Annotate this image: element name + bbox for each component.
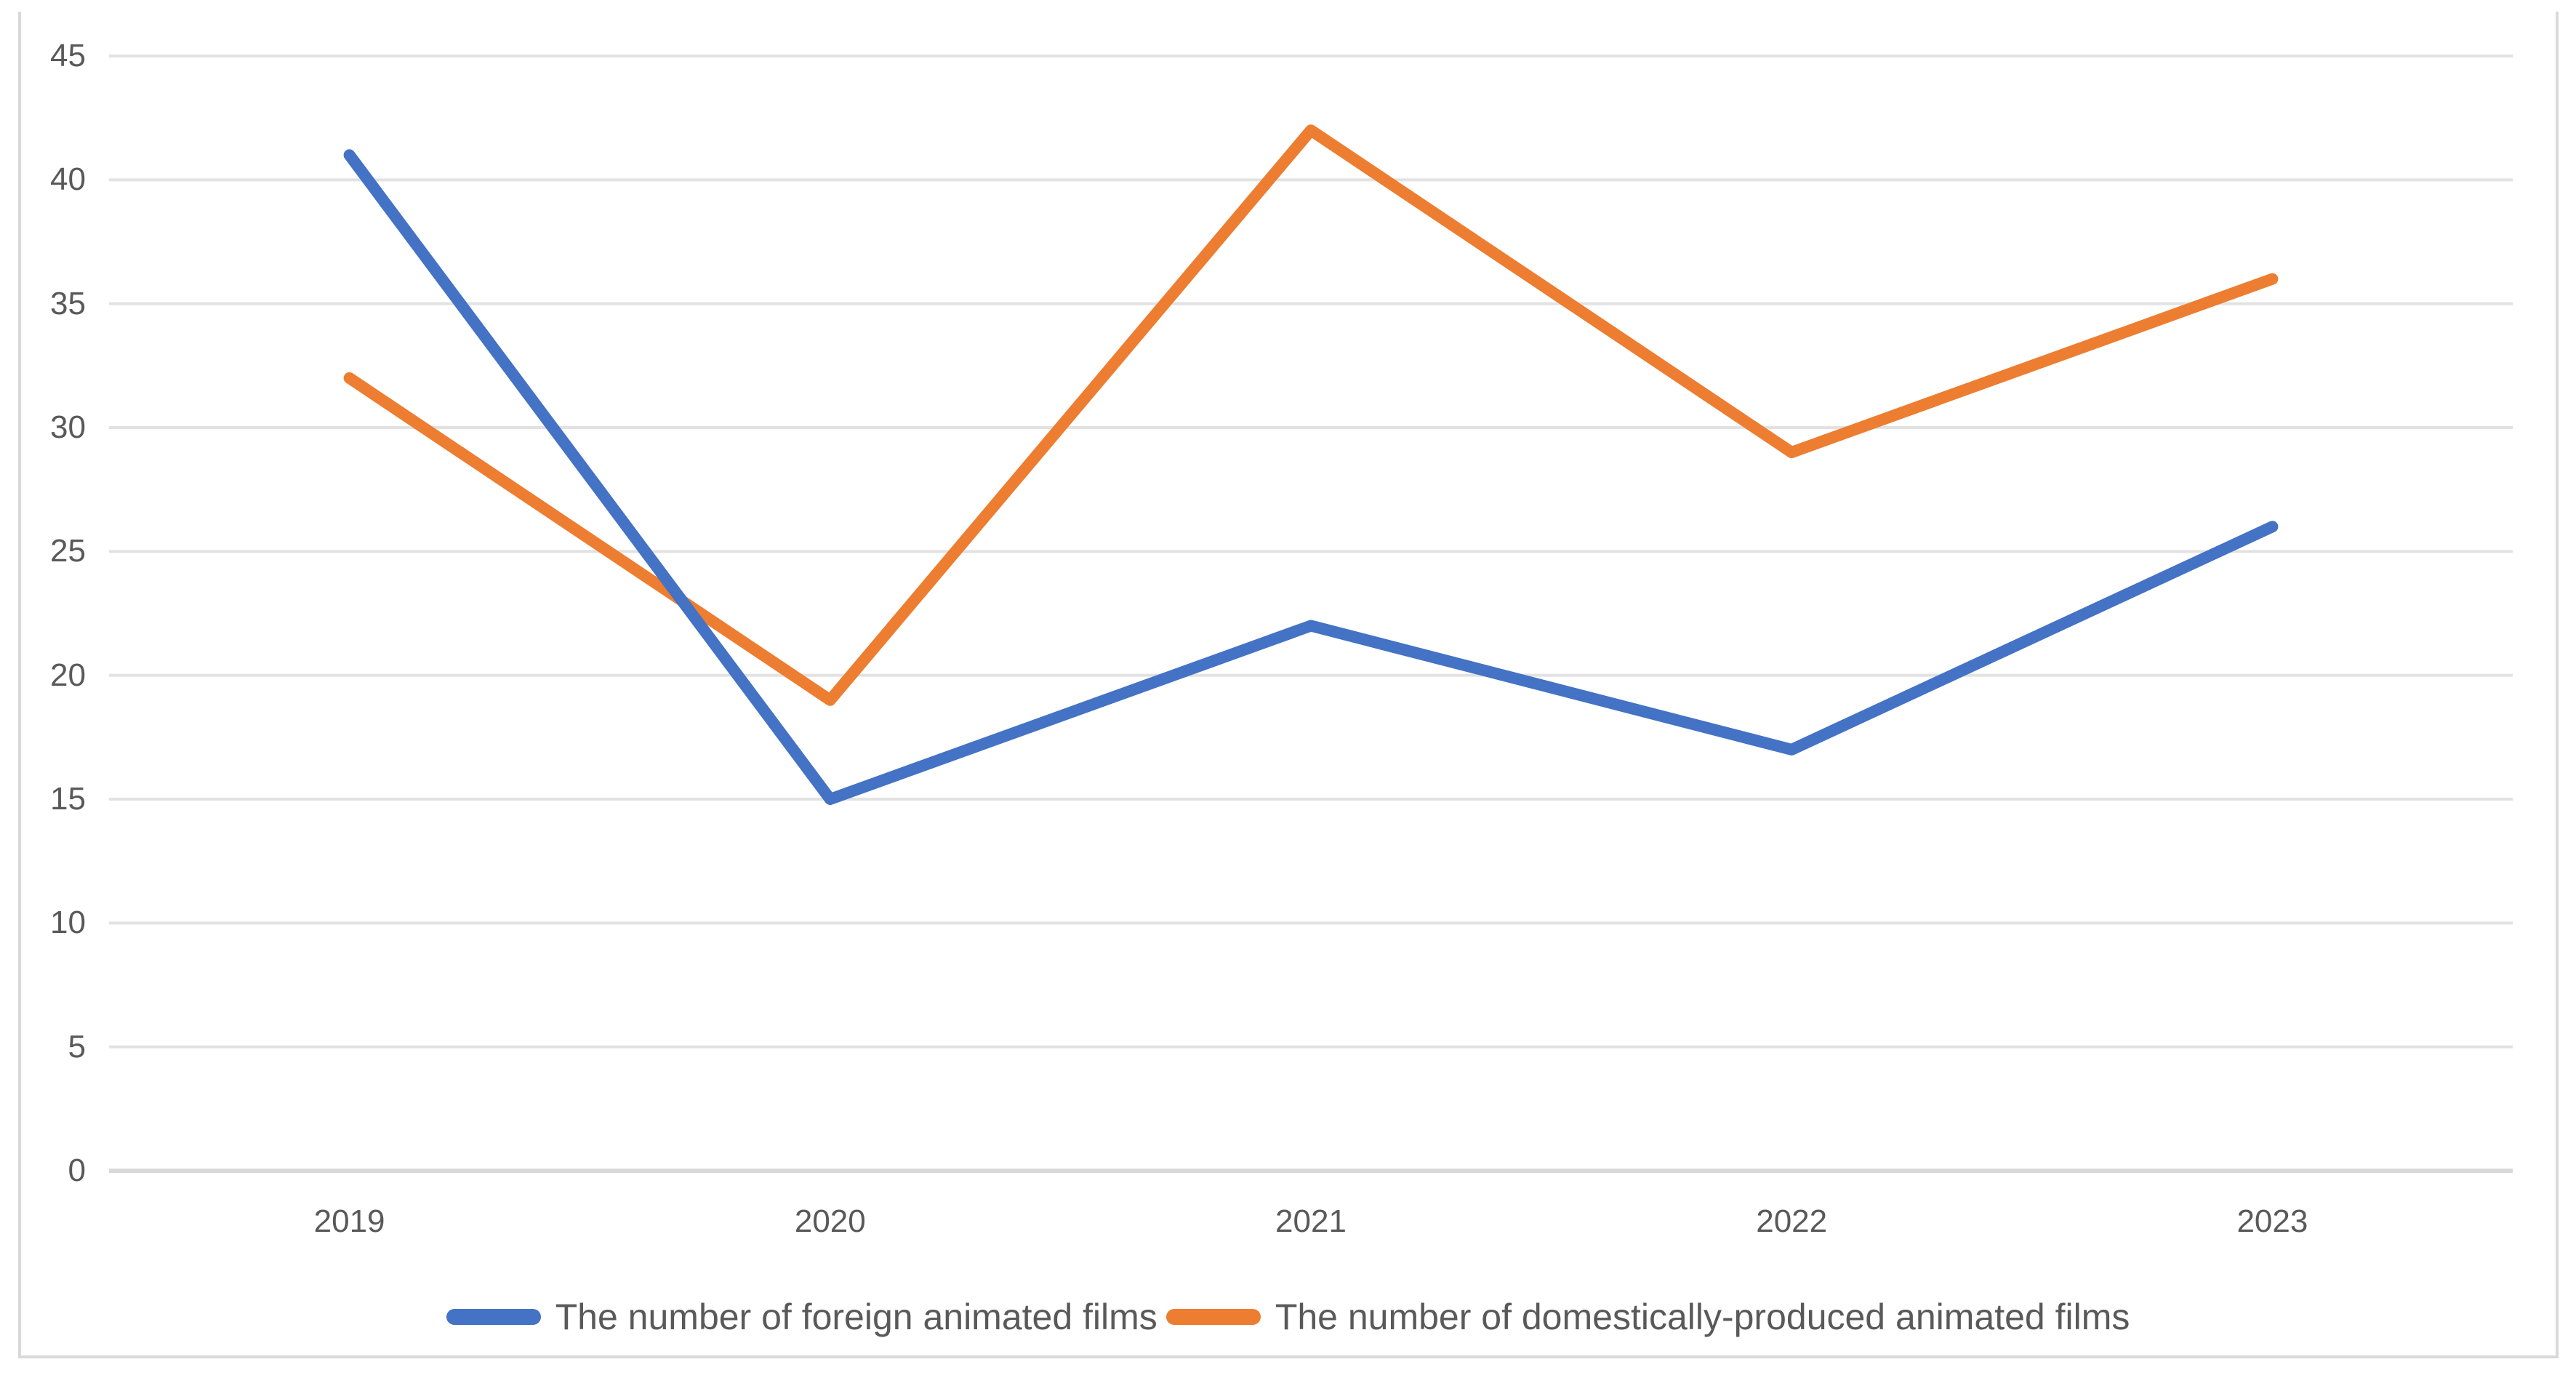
legend-item-foreign: The number of foreign animated films [446, 1295, 1157, 1339]
chart-area-border [18, 12, 2559, 1358]
y-axis-tick-label: 40 [50, 161, 86, 198]
legend-item-domestic: The number of domestically-produced anim… [1165, 1295, 2130, 1339]
y-axis-tick-label: 5 [68, 1028, 86, 1065]
x-axis-tick-label: 2023 [2236, 1203, 2308, 1239]
gridlines [109, 55, 2513, 1173]
legend: The number of foreign animated films The… [0, 1295, 2576, 1339]
y-axis-tick-label: 0 [68, 1153, 86, 1188]
x-axis-tick-label: 2019 [313, 1203, 385, 1239]
x-axis-tick-label: 2022 [1756, 1203, 1828, 1239]
y-axis-tick-label: 30 [50, 409, 86, 445]
y-axis-tick-label: 15 [50, 781, 86, 817]
x-axis-tick-label: 2020 [794, 1203, 866, 1239]
foreign-films-legend-swatch [446, 1309, 541, 1325]
y-axis-tick-label: 10 [50, 905, 86, 941]
domestic-films-legend-label: The number of domestically-produced anim… [1275, 1297, 2130, 1337]
foreign-films-legend-label: The number of foreign animated films [555, 1297, 1157, 1337]
domestic-films-line [343, 124, 2279, 706]
domestic-films-legend-swatch [1165, 1309, 1261, 1325]
y-axis-tick-label: 20 [50, 657, 86, 693]
y-axis-tick-label: 45 [50, 38, 86, 73]
x-axis-tick-label: 2021 [1275, 1203, 1347, 1239]
foreign-films-line [343, 149, 2279, 805]
y-axis-tick-label: 25 [50, 533, 86, 569]
y-axis-tick-label: 35 [50, 285, 86, 321]
